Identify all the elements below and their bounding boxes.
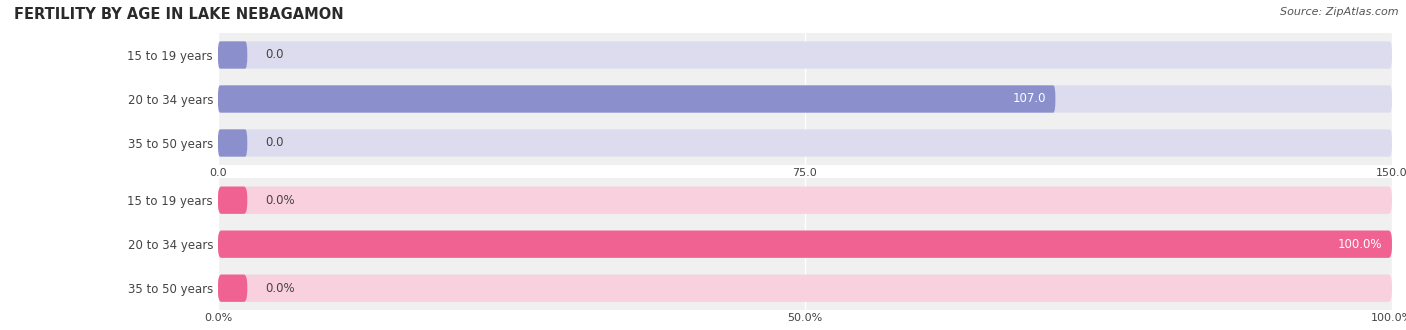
FancyBboxPatch shape [218, 231, 1392, 258]
FancyBboxPatch shape [218, 85, 1056, 113]
Text: 100.0%: 100.0% [1339, 238, 1382, 251]
Text: 0.0%: 0.0% [264, 194, 294, 207]
FancyBboxPatch shape [218, 186, 247, 214]
FancyBboxPatch shape [218, 41, 1392, 69]
FancyBboxPatch shape [218, 186, 1392, 214]
FancyBboxPatch shape [218, 275, 1392, 302]
Text: FERTILITY BY AGE IN LAKE NEBAGAMON: FERTILITY BY AGE IN LAKE NEBAGAMON [14, 7, 343, 21]
Text: 0.0: 0.0 [264, 49, 284, 61]
FancyBboxPatch shape [218, 231, 1392, 258]
FancyBboxPatch shape [218, 85, 1392, 113]
Text: 0.0%: 0.0% [264, 282, 294, 295]
Text: 107.0: 107.0 [1012, 92, 1046, 106]
FancyBboxPatch shape [218, 129, 247, 157]
FancyBboxPatch shape [218, 129, 1392, 157]
Text: 0.0: 0.0 [264, 137, 284, 149]
Text: Source: ZipAtlas.com: Source: ZipAtlas.com [1281, 7, 1399, 16]
FancyBboxPatch shape [218, 41, 247, 69]
FancyBboxPatch shape [218, 275, 247, 302]
